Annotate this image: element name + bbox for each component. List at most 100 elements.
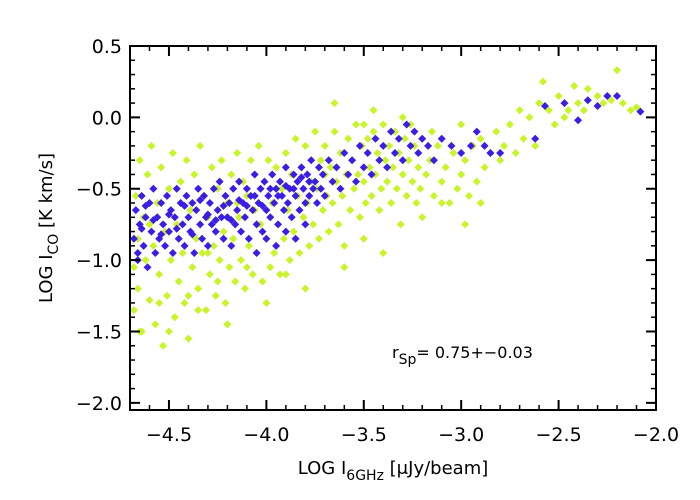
data-point-green <box>229 234 238 243</box>
data-point-green <box>231 277 240 286</box>
data-point-green <box>387 199 396 208</box>
data-point-green <box>174 277 183 286</box>
data-point-blue <box>636 107 645 116</box>
data-point-blue <box>437 134 446 143</box>
data-point-blue <box>196 196 205 205</box>
data-point-blue <box>540 101 549 110</box>
data-point-green <box>225 263 234 272</box>
data-point-blue <box>311 177 320 186</box>
data-point-green <box>554 91 563 100</box>
data-point-blue <box>203 210 212 219</box>
data-point-blue <box>157 230 166 239</box>
data-point-green <box>264 156 273 165</box>
data-point-blue <box>188 199 197 208</box>
data-point-green <box>266 263 275 272</box>
data-point-green <box>519 134 528 143</box>
data-point-green <box>262 298 271 307</box>
data-point-green <box>141 256 150 265</box>
data-point-blue <box>174 234 183 243</box>
data-point-green <box>449 149 458 158</box>
annotation-symbol: r <box>392 343 399 362</box>
data-point-green <box>182 156 191 165</box>
data-point-blue <box>340 149 349 158</box>
data-point-blue <box>207 220 216 229</box>
data-point-blue <box>293 177 302 186</box>
annotation-subscript: Sp <box>399 352 417 368</box>
data-point-green <box>531 141 540 150</box>
data-point-blue <box>240 213 249 222</box>
data-point-green <box>320 141 329 150</box>
data-point-green <box>281 270 290 279</box>
data-point-green <box>164 184 173 193</box>
data-points <box>129 66 645 350</box>
data-point-green <box>535 99 544 108</box>
data-point-blue <box>159 220 168 229</box>
data-point-blue <box>143 263 152 272</box>
data-point-blue <box>289 184 298 193</box>
data-point-green <box>379 120 388 129</box>
data-point-blue <box>157 199 166 208</box>
data-point-blue <box>200 191 209 200</box>
data-point-green <box>207 163 216 172</box>
data-point-blue <box>164 210 173 219</box>
data-point-blue <box>235 196 244 205</box>
data-point-green <box>233 149 242 158</box>
data-point-blue <box>129 234 138 243</box>
data-point-blue <box>227 216 236 225</box>
data-point-blue <box>131 206 140 215</box>
data-point-blue <box>258 201 267 210</box>
data-point-green <box>254 141 263 150</box>
data-point-green <box>326 163 335 172</box>
data-point-blue <box>363 149 372 158</box>
data-point-green <box>145 220 154 229</box>
data-point-blue <box>203 241 212 250</box>
data-point-green <box>344 134 353 143</box>
data-point-blue <box>410 127 419 136</box>
data-point-blue <box>281 181 290 190</box>
data-point-blue <box>137 224 146 233</box>
data-point-green <box>414 163 423 172</box>
data-point-green <box>369 127 378 136</box>
data-point-blue <box>305 177 314 186</box>
data-point-blue <box>466 141 475 150</box>
data-point-green <box>496 156 505 165</box>
data-point-green <box>129 263 138 272</box>
data-point-blue <box>383 163 392 172</box>
data-point-blue <box>211 227 220 236</box>
data-point-green <box>194 306 203 315</box>
data-point-green <box>457 170 466 179</box>
data-point-green <box>334 220 343 229</box>
data-point-green <box>613 66 622 75</box>
data-point-blue <box>149 216 158 225</box>
data-point-green <box>164 327 173 336</box>
data-point-green <box>476 199 485 208</box>
data-point-green <box>599 99 608 108</box>
x-tick-label: −3.0 <box>438 424 484 446</box>
data-point-green <box>131 191 140 200</box>
data-point-green <box>155 270 164 279</box>
data-point-blue <box>244 234 253 243</box>
data-point-green <box>350 184 359 193</box>
data-point-green <box>476 134 485 143</box>
data-point-blue <box>276 177 285 186</box>
y-axis-label-prefix: LOG I <box>36 254 57 303</box>
data-point-green <box>301 284 310 293</box>
data-point-green <box>570 81 579 90</box>
data-point-blue <box>233 206 242 215</box>
data-point-blue <box>447 141 456 150</box>
data-point-blue <box>258 227 267 236</box>
data-point-blue <box>274 191 283 200</box>
data-point-blue <box>151 248 160 257</box>
data-point-blue <box>371 134 380 143</box>
data-point-blue <box>299 184 308 193</box>
data-point-green <box>301 141 310 150</box>
data-point-blue <box>242 201 251 210</box>
data-point-green <box>579 106 588 115</box>
data-point-blue <box>314 163 323 172</box>
data-point-blue <box>531 134 540 143</box>
data-point-green <box>244 241 253 250</box>
data-point-blue <box>198 234 207 243</box>
data-point-blue <box>318 170 327 179</box>
data-point-blue <box>141 213 150 222</box>
data-point-blue <box>219 201 228 210</box>
